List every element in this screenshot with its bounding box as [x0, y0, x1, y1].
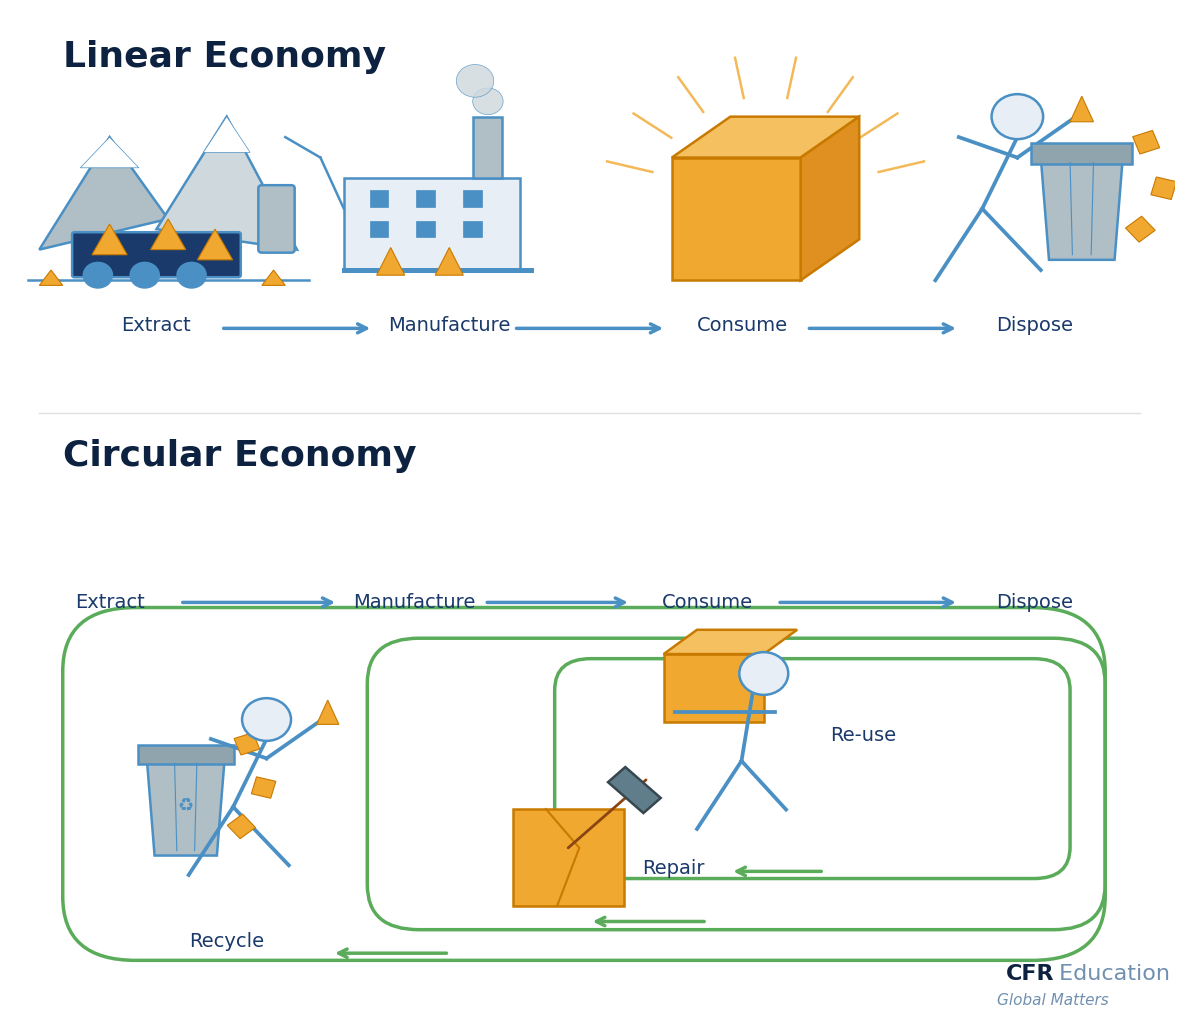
- Text: Re-use: Re-use: [830, 726, 896, 744]
- FancyBboxPatch shape: [416, 191, 436, 206]
- Polygon shape: [92, 224, 127, 255]
- FancyBboxPatch shape: [258, 186, 295, 253]
- Polygon shape: [1070, 96, 1093, 122]
- Polygon shape: [198, 229, 233, 260]
- FancyBboxPatch shape: [344, 178, 520, 270]
- Polygon shape: [40, 270, 62, 286]
- Text: Dispose: Dispose: [996, 593, 1074, 612]
- Text: Recycle: Recycle: [190, 932, 264, 952]
- Polygon shape: [1151, 177, 1177, 200]
- Text: Consume: Consume: [661, 593, 752, 612]
- Polygon shape: [672, 117, 859, 158]
- Text: Manufacture: Manufacture: [388, 317, 510, 335]
- Polygon shape: [608, 767, 661, 813]
- Polygon shape: [262, 270, 286, 286]
- Circle shape: [84, 263, 112, 288]
- Polygon shape: [251, 776, 276, 798]
- Polygon shape: [146, 759, 224, 856]
- Polygon shape: [436, 247, 463, 275]
- FancyBboxPatch shape: [416, 221, 436, 237]
- Polygon shape: [1040, 158, 1123, 260]
- Text: Manufacture: Manufacture: [353, 593, 475, 612]
- Circle shape: [456, 65, 493, 97]
- Text: Linear Economy: Linear Economy: [62, 40, 385, 74]
- FancyBboxPatch shape: [72, 232, 241, 277]
- Polygon shape: [664, 654, 763, 722]
- Polygon shape: [156, 117, 296, 250]
- Text: Extract: Extract: [121, 317, 191, 335]
- Text: Education: Education: [1052, 964, 1170, 984]
- Polygon shape: [234, 733, 259, 755]
- Circle shape: [473, 88, 503, 114]
- FancyBboxPatch shape: [138, 744, 234, 764]
- Polygon shape: [203, 117, 250, 153]
- FancyBboxPatch shape: [463, 221, 482, 237]
- Polygon shape: [800, 117, 859, 280]
- Circle shape: [991, 94, 1043, 139]
- Polygon shape: [317, 700, 338, 725]
- Polygon shape: [227, 814, 256, 838]
- FancyBboxPatch shape: [463, 191, 482, 206]
- Polygon shape: [672, 158, 800, 280]
- Polygon shape: [150, 219, 186, 250]
- Polygon shape: [377, 247, 404, 275]
- Circle shape: [739, 653, 788, 695]
- Text: Circular Economy: Circular Economy: [62, 439, 416, 473]
- FancyBboxPatch shape: [473, 117, 502, 178]
- FancyBboxPatch shape: [370, 191, 389, 206]
- Polygon shape: [80, 137, 139, 168]
- Text: CFR: CFR: [1006, 964, 1054, 984]
- Polygon shape: [40, 137, 168, 250]
- Circle shape: [178, 263, 205, 288]
- Polygon shape: [664, 630, 797, 654]
- Text: ♻: ♻: [178, 798, 193, 816]
- Text: Dispose: Dispose: [996, 317, 1074, 335]
- Polygon shape: [1133, 131, 1159, 154]
- Text: Consume: Consume: [696, 317, 787, 335]
- Polygon shape: [1126, 217, 1156, 242]
- Circle shape: [131, 263, 158, 288]
- FancyBboxPatch shape: [1032, 143, 1132, 164]
- FancyBboxPatch shape: [370, 221, 389, 237]
- Text: Extract: Extract: [74, 593, 144, 612]
- Circle shape: [242, 698, 292, 741]
- Text: Repair: Repair: [642, 859, 706, 877]
- Text: Global Matters: Global Matters: [997, 994, 1109, 1008]
- Polygon shape: [512, 809, 624, 906]
